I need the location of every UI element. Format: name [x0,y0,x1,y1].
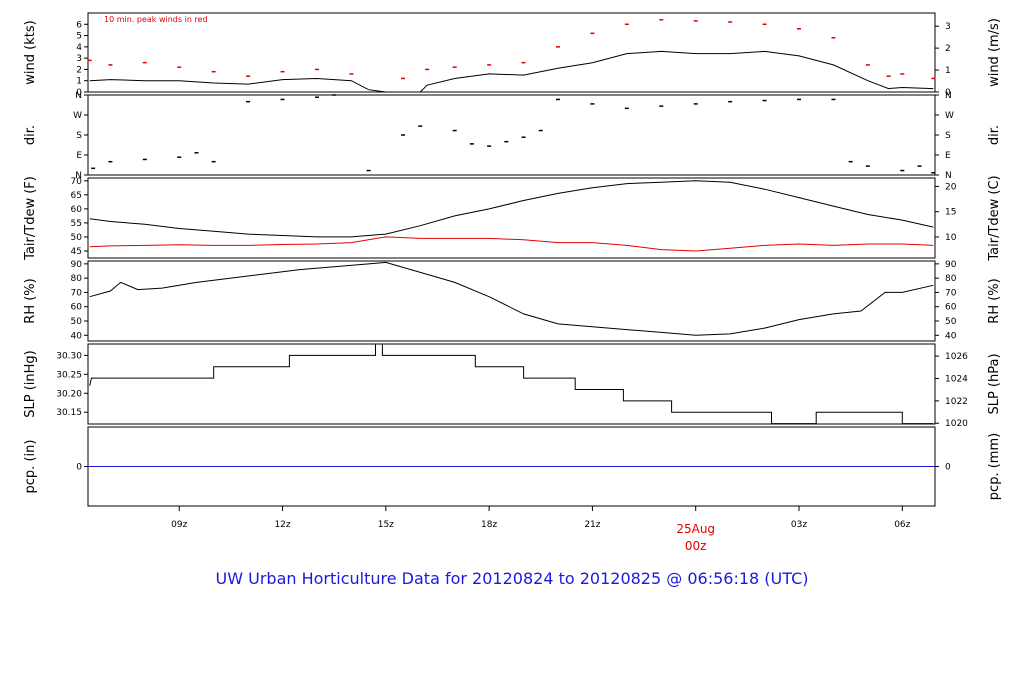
Tdew-line [89,236,934,252]
panel-frame-wind [87,12,936,93]
right-tick-label-wind: 1 [945,66,951,76]
left-tick-label-rh: 50 [71,317,83,327]
left-tick-label-temp: 50 [71,233,83,243]
left-tick-label-temp: 60 [71,205,83,215]
left-tick-label-slp: 30.15 [56,408,82,418]
left-tick-label-wind: 5 [76,32,82,42]
left-axis-label-pcp: pcp. (in) [23,440,38,494]
x-tick-label: 09z [171,520,187,530]
x-tick-label: 15z [378,520,394,530]
x-tick-label: 18z [481,520,497,530]
right-tick-label-rh: 70 [945,288,957,298]
right-tick-label-wind: 3 [945,22,951,32]
panel-frame-slp [87,343,936,425]
panel-frame-dir [87,94,936,176]
panel-frame-rh [87,260,936,342]
right-tick-label-dir: N [945,171,952,181]
right-axis-label-wind: wind (m/s) [987,18,1002,87]
RH-line [89,261,934,336]
x-tick-label: 06z [894,520,910,530]
right-axis-label-slp: SLP (hPa) [987,353,1002,414]
left-tick-label-rh: 40 [71,331,83,341]
right-tick-label-rh: 90 [945,260,957,270]
x-tick-label-00z: 00z [685,539,707,553]
left-axis-label-dir: dir. [23,125,38,145]
left-tick-label-wind: 1 [76,77,82,87]
Tair-line [89,180,934,238]
right-tick-label-temp: 20 [945,182,957,192]
left-tick-label-slp: 30.25 [56,370,82,380]
left-tick-label-dir: S [76,131,82,141]
left-tick-label-dir: W [73,111,82,121]
left-tick-label-slp: 30.20 [56,389,82,399]
left-tick-label-temp: 45 [71,247,82,257]
x-tick-date-label: 25Aug [676,522,715,536]
right-tick-label-rh: 80 [945,274,957,284]
left-axis-label-slp: SLP (inHg) [23,350,38,418]
right-tick-label-slp: 1020 [945,419,968,429]
left-tick-label-wind: 3 [76,54,82,64]
right-tick-label-slp: 1022 [945,397,968,407]
right-tick-label-rh: 60 [945,303,957,313]
left-tick-label-temp: 70 [71,177,83,187]
left-tick-label-temp: 65 [71,191,82,201]
right-tick-label-dir: S [945,131,951,141]
left-tick-label-rh: 70 [71,288,83,298]
SLP-line [89,343,934,425]
right-axis-label-rh: RH (%) [987,278,1002,323]
left-tick-label-rh: 90 [71,260,83,270]
right-tick-label-pcp: 0 [945,463,951,473]
right-tick-label-wind: 2 [945,44,951,54]
left-axis-label-wind: wind (kts) [23,20,38,84]
left-tick-label-dir: E [76,151,82,161]
right-tick-label-temp: 10 [945,233,957,243]
right-tick-label-slp: 1024 [945,375,968,385]
x-tick-label: 21z [584,520,600,530]
x-tick-label: 03z [791,520,807,530]
right-tick-label-temp: 15 [945,208,956,218]
left-tick-label-temp: 55 [71,219,82,229]
left-tick-label-slp: 30.30 [56,351,82,361]
chart-title: UW Urban Horticulture Data for 20120824 … [216,569,809,588]
right-axis-label-dir: dir. [987,125,1002,145]
left-tick-label-dir: N [75,171,82,181]
left-tick-label-pcp: 0 [76,463,82,473]
right-tick-label-rh: 50 [945,317,957,327]
left-tick-label-rh: 60 [71,303,83,313]
panel-frame-temp [87,177,936,259]
left-tick-label-wind: 6 [76,20,82,30]
wind-note: 10 min. peak winds in red [104,15,208,24]
right-tick-label-dir: N [945,91,952,101]
left-axis-label-temp: Tair/Tdew (F) [23,176,38,261]
right-tick-label-dir: E [945,151,951,161]
x-tick-label: 12z [274,520,290,530]
right-tick-label-wind: 0 [945,88,951,98]
left-tick-label-rh: 80 [71,274,83,284]
left-tick-label-dir: N [75,91,82,101]
left-tick-label-wind: 4 [76,43,82,53]
wind-line [89,50,934,93]
left-tick-label-wind: 2 [76,65,82,75]
left-axis-label-rh: RH (%) [23,278,38,323]
right-tick-label-slp: 1026 [945,352,968,362]
right-tick-label-dir: W [945,111,954,121]
right-axis-label-pcp: pcp. (mm) [987,433,1002,500]
right-axis-label-temp: Tair/Tdew (C) [987,175,1002,261]
left-tick-label-wind: 0 [76,88,82,98]
right-tick-label-rh: 40 [945,331,957,341]
